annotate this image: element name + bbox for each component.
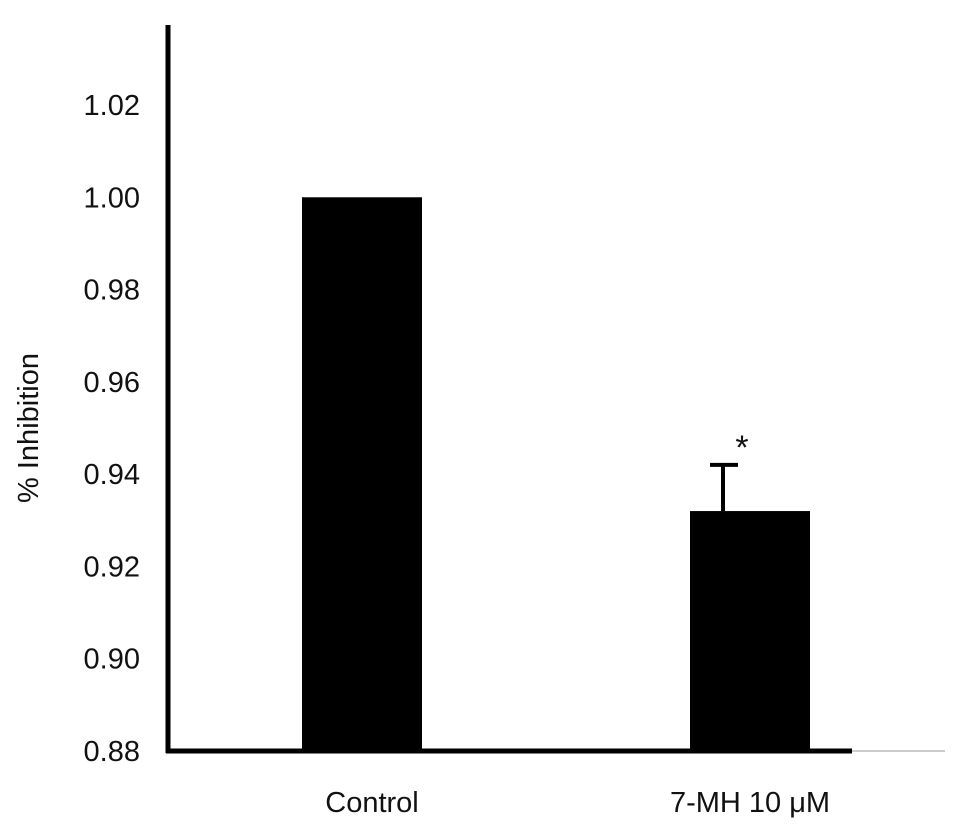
significance-markers: * bbox=[735, 429, 748, 467]
y-tick-label: 0.90 bbox=[84, 644, 140, 676]
bars bbox=[302, 197, 810, 752]
y-tick-label: 1.00 bbox=[84, 182, 140, 214]
y-tick-label: 1.02 bbox=[84, 90, 140, 122]
significance-asterisk: * bbox=[735, 429, 748, 467]
x-axis-categories: Control 7-MH 10 μM bbox=[325, 787, 830, 819]
y-tick-label: 0.96 bbox=[84, 367, 140, 399]
y-tick-label: 0.94 bbox=[84, 459, 140, 491]
bar bbox=[302, 197, 422, 752]
y-tick-label: 0.98 bbox=[84, 275, 140, 307]
y-tick-label: 0.92 bbox=[84, 551, 140, 583]
y-tick-label: 0.88 bbox=[84, 736, 140, 768]
bar bbox=[690, 511, 810, 751]
x-category-label: 7-MH 10 μM bbox=[670, 787, 830, 819]
y-axis-ticks: 0.88 0.90 0.92 0.94 0.96 0.98 1.00 1.02 bbox=[84, 90, 140, 768]
x-category-label: Control bbox=[325, 787, 419, 819]
y-axis-title: % Inhibition bbox=[13, 353, 45, 503]
error-bars bbox=[710, 462, 738, 512]
